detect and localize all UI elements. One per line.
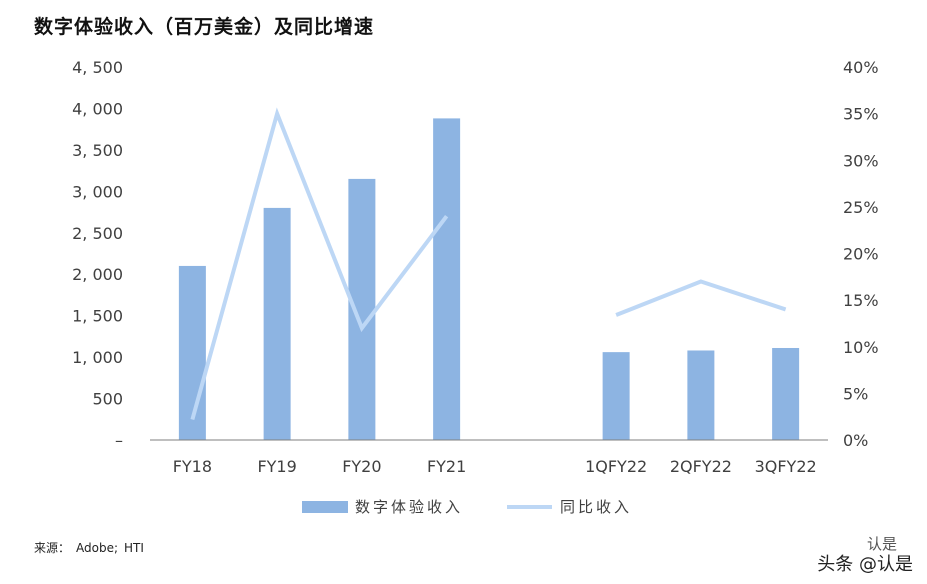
x-tick-label: FY21: [427, 457, 466, 476]
y-right-tick-label: 10%: [843, 338, 879, 357]
lines-layer: [190, 107, 787, 421]
x-tick-label: FY19: [257, 457, 296, 476]
watermark: 头条 @认是: [817, 554, 913, 575]
x-tick-label: FY18: [173, 457, 212, 476]
legend: 数字体验收入 同比收入: [302, 498, 632, 516]
y-left-tick-label: 2, 000: [72, 265, 123, 284]
source-item: Adobe;: [76, 541, 119, 555]
bar-FY18: [178, 265, 206, 440]
bars-layer: [178, 118, 800, 440]
y-left-tick-label: 4, 500: [72, 58, 123, 77]
y-left-tick-label: 4, 000: [72, 99, 123, 118]
y-left-tick-label: 2, 500: [72, 224, 123, 243]
y-right-tick-label: 25%: [843, 198, 879, 217]
y-right-tick-label: 20%: [843, 245, 879, 264]
legend-bar-label: 数字体验收入: [355, 498, 463, 516]
y-left-ticks: – 500 1, 000 1, 500 2, 000 2, 500 3, 000 3, 500…: [72, 58, 123, 450]
bar-1QFY22: [602, 352, 630, 440]
y-left-tick-label: 3, 000: [72, 182, 123, 201]
y-right-tick-label: 0%: [843, 431, 868, 450]
x-tick-label: 3QFY22: [755, 457, 817, 476]
source-item: HTI: [124, 541, 144, 555]
line-segment-1: [615, 279, 787, 317]
x-tick-label: FY20: [342, 457, 381, 476]
legend-line-label: 同比收入: [560, 498, 632, 516]
watermark-top: 认是: [866, 535, 897, 553]
y-right-tick-label: 40%: [843, 58, 879, 77]
bar-3QFY22: [772, 347, 800, 440]
y-right-tick-label: 15%: [843, 291, 879, 310]
y-right-tick-label: 35%: [843, 105, 879, 124]
source-note: 来源： Adobe; HTI: [34, 539, 150, 556]
x-tick-label: 2QFY22: [670, 457, 732, 476]
y-left-tick-label: –: [115, 431, 123, 450]
y-left-tick-label: 1, 000: [72, 348, 123, 367]
y-left-tick-label: 3, 500: [72, 141, 123, 160]
y-right-tick-label: 30%: [843, 151, 879, 170]
chart-title: 数字体验收入（百万美金）及同比增速: [34, 16, 375, 38]
bar-FY19: [263, 207, 291, 440]
bar-FY21: [433, 118, 461, 440]
source-label: 来源：: [34, 541, 71, 555]
x-ticks: FY18 FY19 FY20 FY21 1QFY22 2QFY22 3QFY22: [173, 457, 817, 476]
line-segment-0: [190, 107, 449, 421]
y-right-tick-label: 5%: [843, 384, 868, 403]
y-right-ticks: 0% 5% 10% 15% 20% 25% 30% 35% 40%: [843, 58, 879, 450]
x-tick-label: 1QFY22: [585, 457, 647, 476]
y-left-tick-label: 1, 500: [72, 307, 123, 326]
legend-bar-swatch: [302, 501, 348, 513]
bar-2QFY22: [687, 350, 715, 440]
y-left-tick-label: 500: [92, 390, 123, 409]
